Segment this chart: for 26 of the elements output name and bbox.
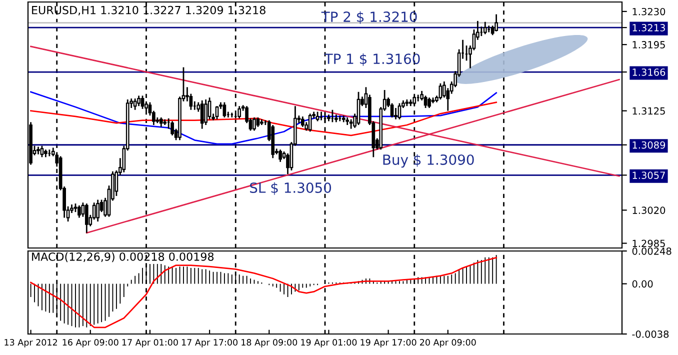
y-tick-label: 1.3089 (632, 141, 666, 149)
x-tick-label: 17 Apr 01:00 (122, 339, 178, 348)
y-tick-label: 1.3195 (632, 41, 665, 48)
chart-title: EURUSD,H1 1.3210 1.3227 1.3209 1.3218 (32, 6, 266, 16)
x-tick-label: 18 Apr 09:00 (242, 339, 298, 348)
y-tick-label: 1.3020 (632, 206, 666, 214)
y-tick-label: 1.3057 (632, 172, 665, 179)
annotation: TP 1 $ 1.3160 (324, 53, 420, 66)
x-tick-label: 13 Apr 2012 (4, 339, 57, 348)
x-tick-label: 19 Apr 01:00 (301, 339, 357, 348)
y-tick-label: 0.00 (632, 280, 653, 288)
y-tick-label: 1.3213 (632, 24, 665, 32)
annotation: TP 2 $ 1.3210 (321, 11, 417, 24)
annotation: SL $ 1.3050 (250, 182, 332, 195)
y-tick-label: 1.3166 (632, 68, 666, 76)
x-tick-label: 16 Apr 09:00 (62, 339, 118, 348)
x-tick-label: 20 Apr 09:00 (420, 339, 476, 348)
x-tick-label: 19 Apr 17:00 (360, 339, 416, 348)
y-tick-label: 1.3230 (632, 8, 666, 16)
annotation: Buy $ 1.3090 (383, 154, 474, 168)
chart-title: MACD(12,26,9) 0.00218 0.00198 (32, 252, 214, 262)
y-tick-label: 1.3125 (632, 107, 665, 115)
y-tick-label: 1.2985 (632, 240, 665, 248)
y-tick-label: -0.0038 (632, 330, 669, 338)
x-tick-label: 17 Apr 17:00 (182, 339, 238, 348)
y-tick-label: 0.00248 (632, 247, 672, 255)
